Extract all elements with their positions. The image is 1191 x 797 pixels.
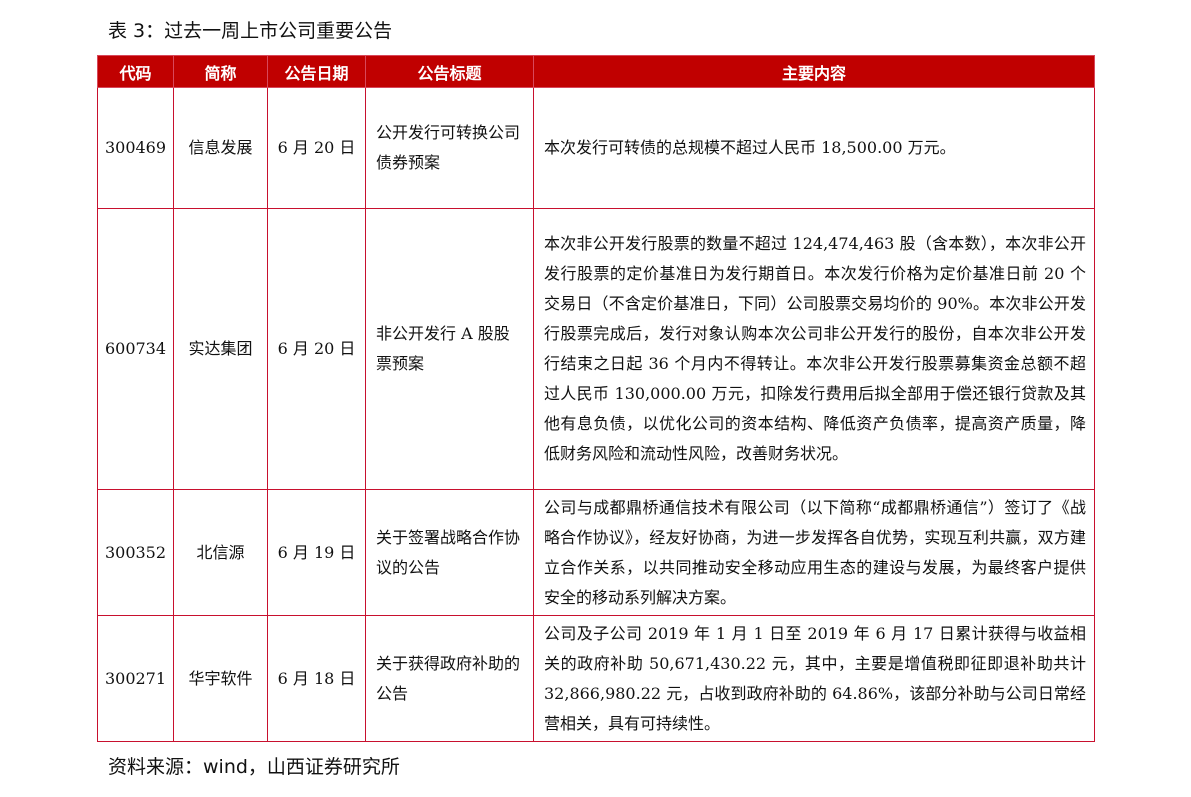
cell-content: 公司及子公司 2019 年 1 月 1 日至 2019 年 6 月 17 日累计… (533, 615, 1095, 742)
announcements-table: 代码 简称 公告日期 公告标题 主要内容 300469 信息发展 6 月 20 … (97, 55, 1095, 742)
cell-code: 300271 (97, 615, 174, 742)
cell-content: 本次非公开发行股票的数量不超过 124,474,463 股（含本数），本次非公开… (533, 208, 1095, 490)
table-row: 600734 实达集团 6 月 20 日 非公开发行 A 股股票预案 本次非公开… (97, 208, 1095, 490)
cell-headline: 关于获得政府补助的公告 (365, 615, 534, 742)
table-title: 表 3：过去一周上市公司重要公告 (108, 20, 393, 42)
cell-headline: 关于签署战略合作协议的公告 (365, 489, 534, 616)
table-row: 300271 华宇软件 6 月 18 日 关于获得政府补助的公告 公司及子公司 … (97, 615, 1095, 742)
header-headline: 公告标题 (365, 55, 534, 88)
cell-content: 公司与成都鼎桥通信技术有限公司（以下简称“成都鼎桥通信”）签订了《战略合作协议》… (533, 489, 1095, 616)
cell-name: 信息发展 (173, 87, 268, 209)
cell-headline: 非公开发行 A 股股票预案 (365, 208, 534, 490)
cell-date: 6 月 20 日 (267, 208, 366, 490)
header-name: 简称 (173, 55, 268, 88)
cell-code: 600734 (97, 208, 174, 490)
header-date: 公告日期 (267, 55, 366, 88)
cell-name: 北信源 (173, 489, 268, 616)
header-content: 主要内容 (533, 55, 1095, 88)
cell-name: 华宇软件 (173, 615, 268, 742)
cell-date: 6 月 18 日 (267, 615, 366, 742)
cell-date: 6 月 20 日 (267, 87, 366, 209)
cell-date: 6 月 19 日 (267, 489, 366, 616)
cell-code: 300352 (97, 489, 174, 616)
cell-content: 本次发行可转债的总规模不超过人民币 18,500.00 万元。 (533, 87, 1095, 209)
header-code: 代码 (97, 55, 174, 88)
table-header-row: 代码 简称 公告日期 公告标题 主要内容 (97, 55, 1095, 88)
cell-headline: 公开发行可转换公司债券预案 (365, 87, 534, 209)
cell-name: 实达集团 (173, 208, 268, 490)
table-row: 300352 北信源 6 月 19 日 关于签署战略合作协议的公告 公司与成都鼎… (97, 489, 1095, 616)
source-note: 资料来源：wind，山西证券研究所 (108, 756, 400, 778)
cell-code: 300469 (97, 87, 174, 209)
table-row: 300469 信息发展 6 月 20 日 公开发行可转换公司债券预案 本次发行可… (97, 87, 1095, 209)
